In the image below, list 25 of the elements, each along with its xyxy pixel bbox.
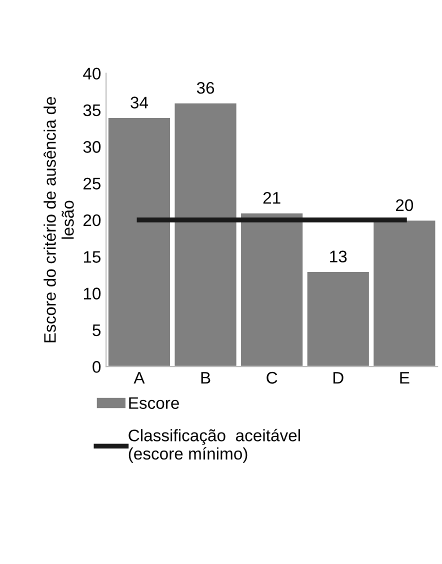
data-label: 21: [263, 192, 280, 204]
y-tick-label: 30: [83, 141, 101, 153]
x-tick-label: D: [333, 372, 344, 384]
y-tick-label: 25: [84, 178, 101, 190]
data-label: 34: [130, 96, 148, 108]
y-tick-label: 15: [84, 251, 101, 263]
data-label: 20: [396, 199, 414, 212]
y-tick-label: 10: [84, 288, 101, 300]
legend-label: Classificação aceitável (escore mínimo): [128, 428, 300, 463]
y-tick-label: 35: [83, 104, 101, 116]
y-tick-label: 40: [83, 68, 101, 80]
bar: [173, 102, 238, 367]
x-tick-label: A: [134, 372, 145, 384]
data-label: 13: [330, 250, 347, 262]
x-tick-label: C: [266, 372, 278, 384]
bar: [107, 116, 172, 367]
y-tick-label: 0: [92, 361, 101, 373]
y-tick-label: 5: [92, 324, 101, 336]
x-tick-label: B: [201, 372, 210, 384]
y-tick-label: 20: [84, 214, 101, 226]
y-axis-title: Escore do critério de ausência de lesão: [43, 97, 74, 342]
data-label: 36: [196, 82, 214, 94]
bar: [240, 212, 304, 367]
x-tick-label: E: [400, 372, 410, 384]
legend-label: Escore: [129, 397, 179, 409]
